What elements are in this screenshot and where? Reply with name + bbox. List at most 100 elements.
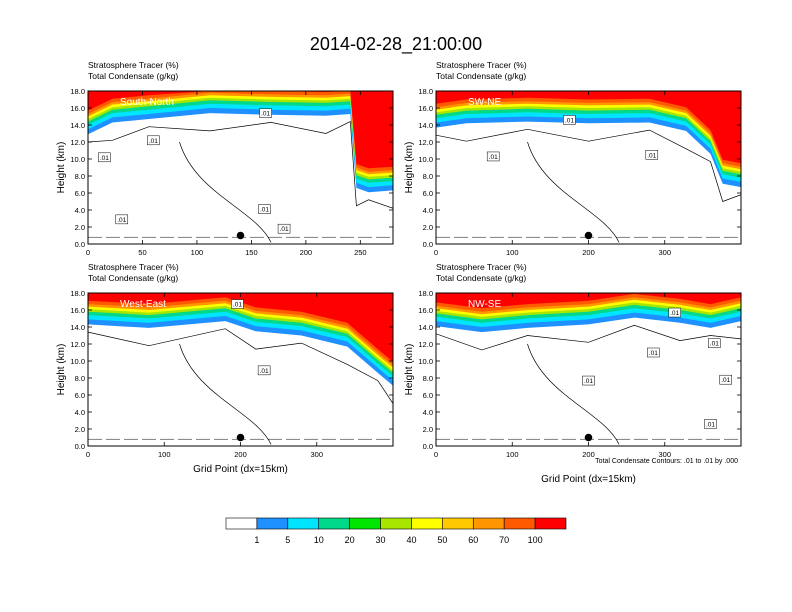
contour-label: .01 bbox=[565, 117, 574, 124]
cross-section-label: South-North bbox=[120, 97, 174, 108]
y-tick-label: 4.0 bbox=[75, 206, 85, 215]
contour-label: .01 bbox=[584, 378, 593, 385]
contour-label-box bbox=[486, 151, 500, 162]
colorbar-label: 30 bbox=[376, 535, 386, 545]
cross-section-label: NW-SE bbox=[468, 299, 501, 310]
colorbar-label: 70 bbox=[499, 535, 509, 545]
location-marker bbox=[584, 231, 593, 240]
x-tick-label: 0 bbox=[434, 248, 438, 257]
x-tick-label: 200 bbox=[582, 248, 595, 257]
y-tick-label: 18.0 bbox=[70, 87, 85, 96]
y-tick-label: 12.0 bbox=[418, 340, 433, 349]
x-tick-label: 200 bbox=[300, 248, 313, 257]
plot-area: .01 .01 .01 bbox=[436, 91, 741, 244]
contour-label-box bbox=[98, 152, 111, 163]
colorbar: 1 5 10 20 30 40 50 60 70 100 bbox=[225, 517, 567, 545]
y-tick-label: 6.0 bbox=[75, 391, 85, 400]
contour-label-box bbox=[115, 214, 129, 225]
y-tick-label: 8.0 bbox=[423, 172, 433, 181]
x-tick-label: 250 bbox=[354, 248, 367, 257]
y-tick-label: 18.0 bbox=[70, 289, 85, 298]
left-string-condensate: Total Condensate (g/kg) bbox=[436, 71, 526, 81]
figure-title: 2014-02-28_21:00:00 bbox=[310, 34, 482, 55]
y-tick-label: 4.0 bbox=[75, 408, 85, 417]
y-tick-label: 14.0 bbox=[70, 121, 85, 130]
location-marker bbox=[584, 433, 593, 442]
colorbar-label: 10 bbox=[314, 535, 324, 545]
y-tick-label: 6.0 bbox=[423, 189, 433, 198]
contour-label-box bbox=[563, 115, 576, 125]
y-tick-label: 8.0 bbox=[75, 172, 85, 181]
x-tick-label: 150 bbox=[245, 248, 258, 257]
y-tick-label: 10.0 bbox=[418, 155, 433, 164]
contour-label: .01 bbox=[149, 138, 158, 145]
contour-label: .01 bbox=[649, 350, 658, 357]
left-string-condensate: Total Condensate (g/kg) bbox=[88, 71, 178, 81]
contour-label-box bbox=[704, 419, 717, 429]
plot-area: .01 .01 .01 .01 .01 .01 bbox=[436, 293, 741, 446]
y-tick-label: 4.0 bbox=[423, 206, 433, 215]
tracer-band-0 bbox=[88, 91, 393, 193]
contour-label-box bbox=[277, 223, 291, 234]
y-tick-label: 0.0 bbox=[75, 240, 85, 249]
colorbar-swatch bbox=[534, 517, 567, 530]
y-tick-label: 12.0 bbox=[418, 138, 433, 147]
contour-label: .01 bbox=[706, 421, 715, 428]
colorbar-swatch bbox=[442, 517, 474, 530]
x-tick-label: 0 bbox=[86, 248, 90, 257]
colorbar-label: 1 bbox=[254, 535, 259, 545]
colorbar-swatch bbox=[503, 517, 536, 530]
y-tick-label: 0.0 bbox=[423, 240, 433, 249]
y-tick-label: 14.0 bbox=[70, 323, 85, 332]
y-tick-label: 0.0 bbox=[75, 442, 85, 451]
contour-label-box bbox=[147, 135, 160, 146]
x-tick-label: 100 bbox=[506, 248, 519, 257]
x-tick-label: 100 bbox=[191, 248, 204, 257]
colorbar-label: 5 bbox=[285, 535, 290, 545]
y-tick-label: 16.0 bbox=[70, 104, 85, 113]
contour-footnote: Total Condensate Contours: .01 to .01 by… bbox=[595, 458, 738, 465]
colorbar-swatch bbox=[380, 517, 412, 530]
condensate-contour bbox=[436, 128, 741, 202]
panel-west-east: Stratosphere Tracer (%)Total Condensate … bbox=[56, 262, 394, 475]
colorbar-swatch bbox=[287, 517, 320, 530]
contour-label: .01 bbox=[261, 111, 270, 118]
x-tick-label: 50 bbox=[138, 248, 146, 257]
colorbar-label: 60 bbox=[468, 535, 478, 545]
plot-area: .01 .01 bbox=[88, 293, 393, 446]
y-axis-label: Height (km) bbox=[56, 142, 67, 194]
panel-south-north: Stratosphere Tracer (%)Total Condensate … bbox=[56, 60, 394, 257]
contour-label-box bbox=[582, 375, 595, 386]
left-string-condensate: Total Condensate (g/kg) bbox=[88, 273, 178, 283]
y-tick-label: 18.0 bbox=[418, 87, 433, 96]
y-tick-label: 14.0 bbox=[418, 323, 433, 332]
contour-label: .01 bbox=[260, 368, 269, 375]
left-string-tracer: Stratosphere Tracer (%) bbox=[436, 262, 527, 272]
y-tick-label: 2.0 bbox=[423, 223, 433, 232]
condensate-contour-column bbox=[527, 141, 620, 243]
location-marker bbox=[236, 433, 245, 442]
plot-frame bbox=[87, 90, 394, 245]
y-tick-label: 8.0 bbox=[75, 374, 85, 383]
y-tick-label: 14.0 bbox=[418, 121, 433, 130]
colorbar-swatch bbox=[472, 517, 505, 530]
x-tick-label: 200 bbox=[234, 450, 247, 459]
condensate-contour-column bbox=[179, 141, 272, 243]
contour-label: .01 bbox=[710, 341, 719, 348]
x-tick-label: 300 bbox=[310, 450, 323, 459]
contour-label-box bbox=[668, 307, 681, 318]
contour-label: .01 bbox=[721, 377, 730, 384]
y-tick-label: 10.0 bbox=[70, 155, 85, 164]
y-tick-label: 2.0 bbox=[423, 425, 433, 434]
x-axis-label: Grid Point (dx=15km) bbox=[193, 464, 288, 475]
contour-label: .01 bbox=[647, 152, 656, 159]
y-tick-label: 18.0 bbox=[418, 289, 433, 298]
y-axis-label: Height (km) bbox=[404, 142, 415, 194]
contour-label: .01 bbox=[100, 155, 109, 162]
contour-label-box bbox=[647, 347, 660, 358]
y-tick-label: 12.0 bbox=[70, 138, 85, 147]
x-tick-label: 100 bbox=[158, 450, 171, 459]
y-axis-label: Height (km) bbox=[56, 344, 67, 396]
plot-area: .01 .01 .01 .01 .01 .01 bbox=[88, 91, 393, 244]
